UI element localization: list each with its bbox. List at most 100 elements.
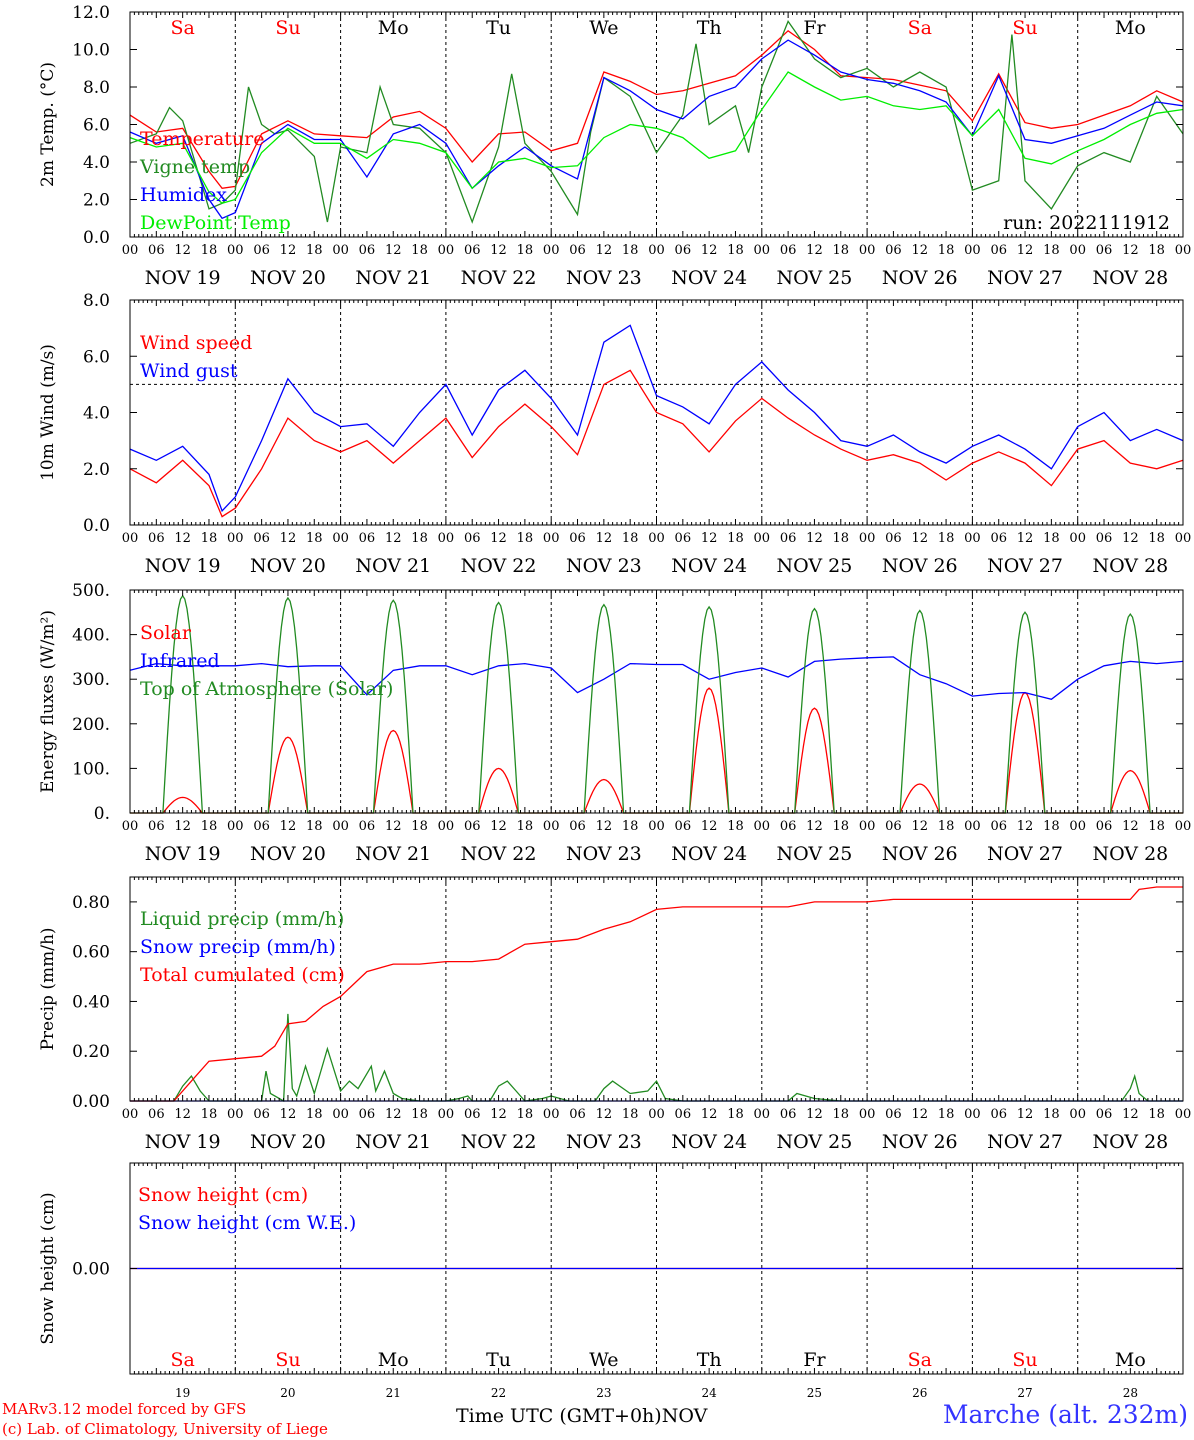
hour-tick-label: 00 [227, 531, 244, 546]
panel-1: 0.0 2.0 4.0 6.0 8.0 10.0 12.0 2m Temp. (°C) Temp… [38, 3, 1191, 289]
run-annotation: run: 2022111912 [1003, 212, 1170, 234]
hour-tick-label: 18 [622, 819, 639, 834]
y-tick-label: 0.80 [72, 893, 110, 913]
day-tick-label: NOV 26 [882, 267, 958, 289]
weekday-label: Tu [486, 17, 511, 39]
y-tick-label: 4.0 [83, 404, 110, 424]
panel-2: 0.0 2.0 4.0 6.0 8.0 10m Wind (m/s) Wind speed W… [38, 291, 1191, 577]
y-tick-label: 300. [72, 670, 110, 690]
hour-tick-label: 18 [201, 243, 218, 258]
hour-tick-label: 06 [253, 243, 270, 258]
hour-tick-label: 06 [990, 819, 1007, 834]
hour-tick-label: 18 [1043, 819, 1060, 834]
hour-tick-label: 12 [385, 531, 402, 546]
hour-tick-label: 12 [1122, 1107, 1139, 1122]
date-number-label: 23 [596, 1386, 611, 1400]
day-tick-label: NOV 19 [145, 843, 221, 865]
hour-tick-label: 18 [622, 243, 639, 258]
y-tick-label: 0.00 [72, 1092, 110, 1112]
day-tick-label: NOV 25 [777, 843, 853, 865]
y-tick-label: 0.40 [72, 992, 110, 1012]
hour-tick-label: 12 [385, 819, 402, 834]
hour-tick-label: 06 [675, 531, 692, 546]
station-name: Marche (alt. 232m) [942, 1400, 1188, 1429]
hour-tick-label: 00 [438, 531, 455, 546]
weekday-label: Mo [1115, 1349, 1146, 1371]
legend-entry: Temperature [140, 128, 264, 150]
hour-tick-label: 18 [306, 1107, 323, 1122]
hour-tick-label: 06 [359, 531, 376, 546]
day-tick-label: NOV 21 [355, 1131, 431, 1153]
x-axis-month: NOV [661, 1405, 708, 1427]
hour-tick-label: 06 [464, 1107, 481, 1122]
hour-tick-label: 18 [517, 1107, 534, 1122]
weekday-label: We [589, 1349, 618, 1371]
hour-tick-label: 06 [464, 531, 481, 546]
hour-tick-label: 18 [938, 531, 955, 546]
legend-entry: Vigne temp [139, 156, 250, 178]
hour-tick-label: 00 [1175, 243, 1192, 258]
hour-tick-label: 06 [148, 531, 165, 546]
hour-tick-label: 18 [938, 1107, 955, 1122]
weekday-label: Su [275, 1349, 300, 1371]
hour-tick-label: 00 [648, 819, 665, 834]
hour-tick-label: 06 [569, 243, 586, 258]
hour-tick-label: 00 [754, 531, 771, 546]
hour-tick-label: 12 [596, 243, 613, 258]
model-credit: MARv3.12 model forced by GFS [2, 1400, 247, 1418]
hour-tick-label: 00 [227, 819, 244, 834]
hour-tick-label: 00 [1069, 531, 1086, 546]
hour-tick-label: 06 [675, 1107, 692, 1122]
day-tick-label: NOV 21 [355, 267, 431, 289]
hour-tick-label: 00 [1069, 243, 1086, 258]
date-number-label: 25 [807, 1386, 822, 1400]
hour-tick-label: 00 [438, 243, 455, 258]
day-tick-label: NOV 20 [250, 555, 326, 577]
legend-entry: Snow precip (mm/h) [140, 936, 336, 958]
hour-tick-label: 00 [332, 819, 349, 834]
legend-entry: Infrared [140, 650, 220, 672]
y-tick-label: 0.0 [83, 516, 110, 536]
date-number-label: 22 [491, 1386, 506, 1400]
legend-entry: Wind gust [140, 360, 238, 382]
y-tick-label: 12.0 [72, 3, 110, 23]
hour-tick-label: 06 [253, 1107, 270, 1122]
day-tick-label: NOV 20 [250, 267, 326, 289]
hour-tick-label: 18 [727, 243, 744, 258]
hour-tick-label: 12 [1017, 531, 1034, 546]
hour-tick-label: 00 [964, 1107, 981, 1122]
weekday-label: Fr [803, 17, 826, 39]
legend-entry: Snow height (cm W.E.) [138, 1212, 356, 1234]
legend-entry: Humidex [140, 184, 227, 206]
y-tick-label: 0. [94, 804, 110, 824]
hour-tick-label: 18 [411, 531, 428, 546]
date-number-label: 27 [1017, 1386, 1032, 1400]
day-tick-label: NOV 28 [1092, 267, 1168, 289]
day-tick-label: NOV 22 [461, 1131, 537, 1153]
legend-entry: Solar [140, 622, 192, 644]
hour-tick-label: 12 [490, 531, 507, 546]
day-tick-label: NOV 25 [777, 1131, 853, 1153]
hour-tick-label: 12 [911, 1107, 928, 1122]
hour-tick-label: 18 [1043, 243, 1060, 258]
day-tick-label: NOV 21 [355, 843, 431, 865]
hour-tick-label: 18 [1148, 243, 1165, 258]
weekday-label: Fr [803, 1349, 826, 1371]
hour-tick-label: 12 [1017, 243, 1034, 258]
hour-tick-label: 12 [596, 1107, 613, 1122]
day-tick-label: NOV 22 [461, 555, 537, 577]
x-axis-label: Time UTC (GMT+0h)NOV [456, 1405, 707, 1427]
panel-5: 0.00 Snow height (cm) Snow height (cm) Snow… [38, 1162, 1184, 1400]
hour-tick-label: 00 [543, 819, 560, 834]
hour-tick-label: 06 [464, 243, 481, 258]
hour-tick-label: 06 [990, 531, 1007, 546]
hour-tick-label: 00 [332, 243, 349, 258]
hour-tick-label: 00 [1175, 531, 1192, 546]
hour-tick-label: 18 [622, 1107, 639, 1122]
day-tick-label: NOV 22 [461, 843, 537, 865]
hour-tick-label: 12 [1017, 1107, 1034, 1122]
hour-tick-label: 18 [517, 531, 534, 546]
day-tick-label: NOV 23 [566, 267, 642, 289]
y-tick-label: 6.0 [83, 116, 110, 136]
